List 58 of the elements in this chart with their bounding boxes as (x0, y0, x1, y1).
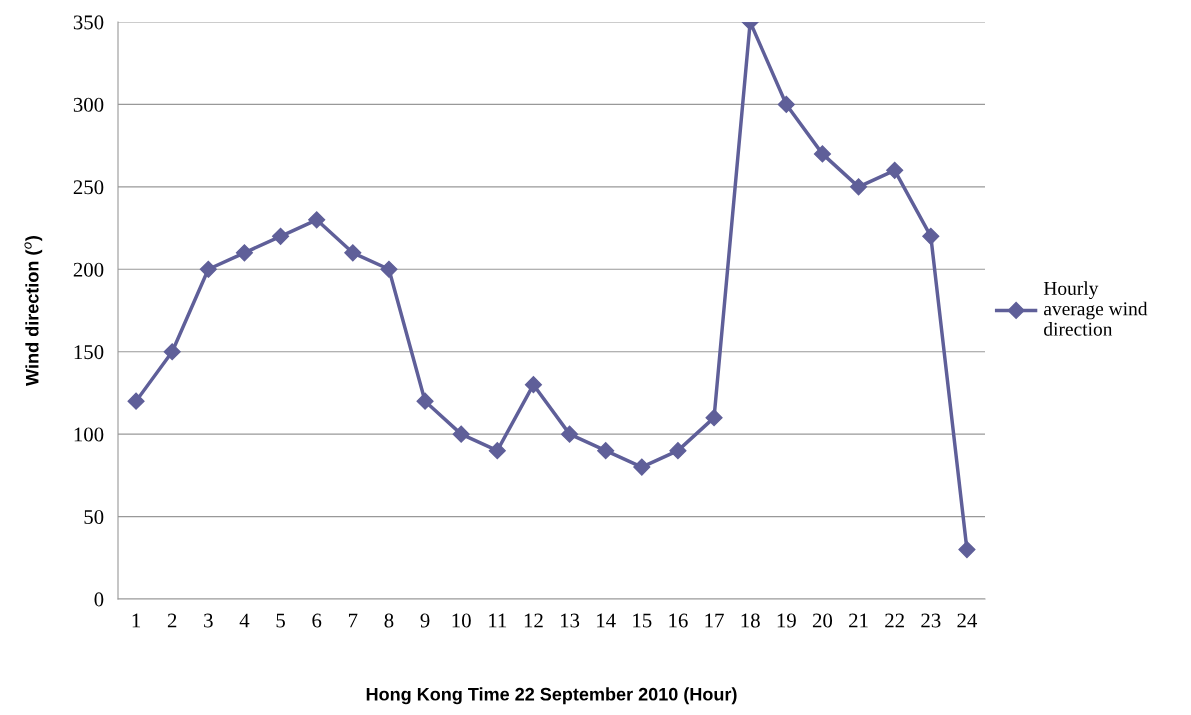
point (850, 178, 868, 196)
point (705, 409, 723, 427)
point (922, 227, 940, 245)
x-tick-label: 14 (597, 613, 616, 628)
point (272, 227, 290, 245)
x-tick-label: 16 (669, 613, 688, 628)
x-tick-label: 17 (705, 613, 724, 628)
y-tick-label: 150 (74, 345, 104, 360)
point (524, 376, 542, 394)
x-tick-label: 9 (420, 613, 430, 628)
point (597, 442, 615, 460)
y-axis-title: Wind direction ($^{o}$) (24, 236, 43, 386)
y-tick-label: 350 (73, 15, 104, 30)
point (380, 260, 398, 278)
x-tick-label: 13 (560, 613, 580, 628)
y-tick-label: 300 (73, 97, 104, 112)
y-tick-label: 50 (84, 509, 104, 524)
legend-label: Hourly average wind direction (1043, 281, 1148, 336)
point (127, 392, 145, 410)
point (561, 425, 579, 443)
point (235, 244, 253, 262)
x-tick-label: 5 (276, 613, 285, 628)
y-tick-label: 0 (94, 592, 104, 607)
x-axis-title: Hong Kong Time 22 September 2010 (Hour) (366, 687, 737, 705)
point (452, 425, 470, 443)
x-tick-label: 7 (348, 613, 358, 628)
x-tick-label: 2 (167, 613, 177, 628)
point (488, 442, 506, 460)
x-tick-label: 19 (777, 613, 796, 628)
y-tick-label: 250 (73, 180, 104, 195)
x-tick-label: 22 (885, 613, 904, 628)
x-tick-label: 15 (633, 613, 652, 628)
point (308, 211, 326, 229)
y-tick-label: 200 (73, 262, 104, 277)
x-tick-label: 21 (849, 613, 868, 628)
x-tick-label: 1 (132, 613, 141, 628)
point (163, 343, 181, 361)
x-tick-label: 12 (524, 613, 543, 628)
x-tick-label: 24 (957, 613, 978, 628)
y-tick-label: 100 (74, 427, 104, 442)
x-tick-label: 18 (741, 613, 760, 628)
point (416, 392, 434, 410)
point (777, 95, 795, 113)
x-tick-label: 8 (384, 613, 394, 628)
point (199, 260, 217, 278)
x-tick-label: 10 (452, 613, 471, 628)
x-tick-label: 11 (489, 613, 507, 628)
point (669, 442, 687, 460)
x-tick-label: 4 (239, 613, 250, 628)
point (958, 540, 976, 559)
point (344, 244, 362, 262)
x-tick-label: 20 (812, 613, 833, 628)
point (886, 161, 904, 179)
point (633, 458, 651, 476)
point (813, 145, 831, 163)
x-tick-label: 23 (921, 613, 941, 628)
x-tick-label: 3 (204, 613, 213, 628)
x-tick-label: 6 (312, 613, 322, 628)
